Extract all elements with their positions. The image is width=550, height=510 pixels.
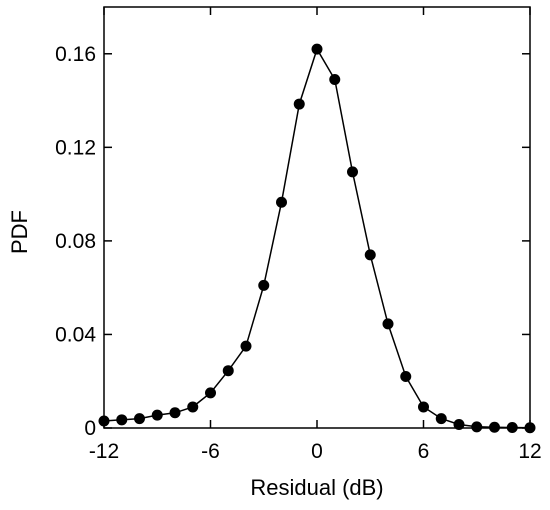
series-layer	[98, 43, 536, 434]
data-point	[311, 43, 323, 55]
y-tick-label: 0.16	[55, 43, 96, 66]
data-point	[524, 422, 536, 434]
data-point	[489, 421, 500, 433]
data-point	[347, 166, 358, 178]
data-point	[506, 422, 518, 434]
y-tick-label: 0.08	[55, 230, 96, 253]
data-point	[134, 413, 145, 425]
data-point	[205, 387, 216, 399]
data-point	[222, 365, 234, 377]
data-point	[418, 401, 429, 413]
data-point	[98, 415, 110, 427]
data-point	[169, 407, 181, 419]
data-point	[187, 401, 199, 413]
data-point	[471, 421, 483, 433]
x-tick-label: -6	[201, 440, 220, 463]
data-point	[293, 98, 305, 110]
axis-ticks	[103, 7, 531, 429]
data-point	[329, 74, 341, 86]
series-line	[103, 47, 531, 429]
data-point	[151, 409, 163, 421]
x-tick-label: -12	[89, 440, 119, 463]
y-tick-label: 0.12	[55, 136, 96, 159]
data-point	[400, 371, 412, 383]
data-point	[240, 340, 252, 352]
data-point	[116, 414, 128, 426]
y-tick-label: 0.04	[55, 323, 96, 346]
data-point	[453, 418, 465, 430]
y-tick-label: 0	[84, 417, 96, 440]
data-point	[258, 279, 270, 291]
tick-labels: -12 -6 0 6 12 0 0.04 0.08 0.12 0.16	[55, 43, 542, 463]
plot-frame	[103, 6, 531, 429]
data-point	[364, 249, 376, 261]
x-tick-label: 12	[518, 440, 541, 463]
x-axis-label: Residual (dB)	[250, 475, 383, 500]
y-axis-label: PDF	[7, 210, 32, 254]
data-point	[382, 318, 394, 330]
x-tick-label: 6	[418, 440, 430, 463]
x-tick-label: 0	[311, 440, 323, 463]
data-point	[276, 196, 287, 208]
data-point	[435, 413, 447, 425]
